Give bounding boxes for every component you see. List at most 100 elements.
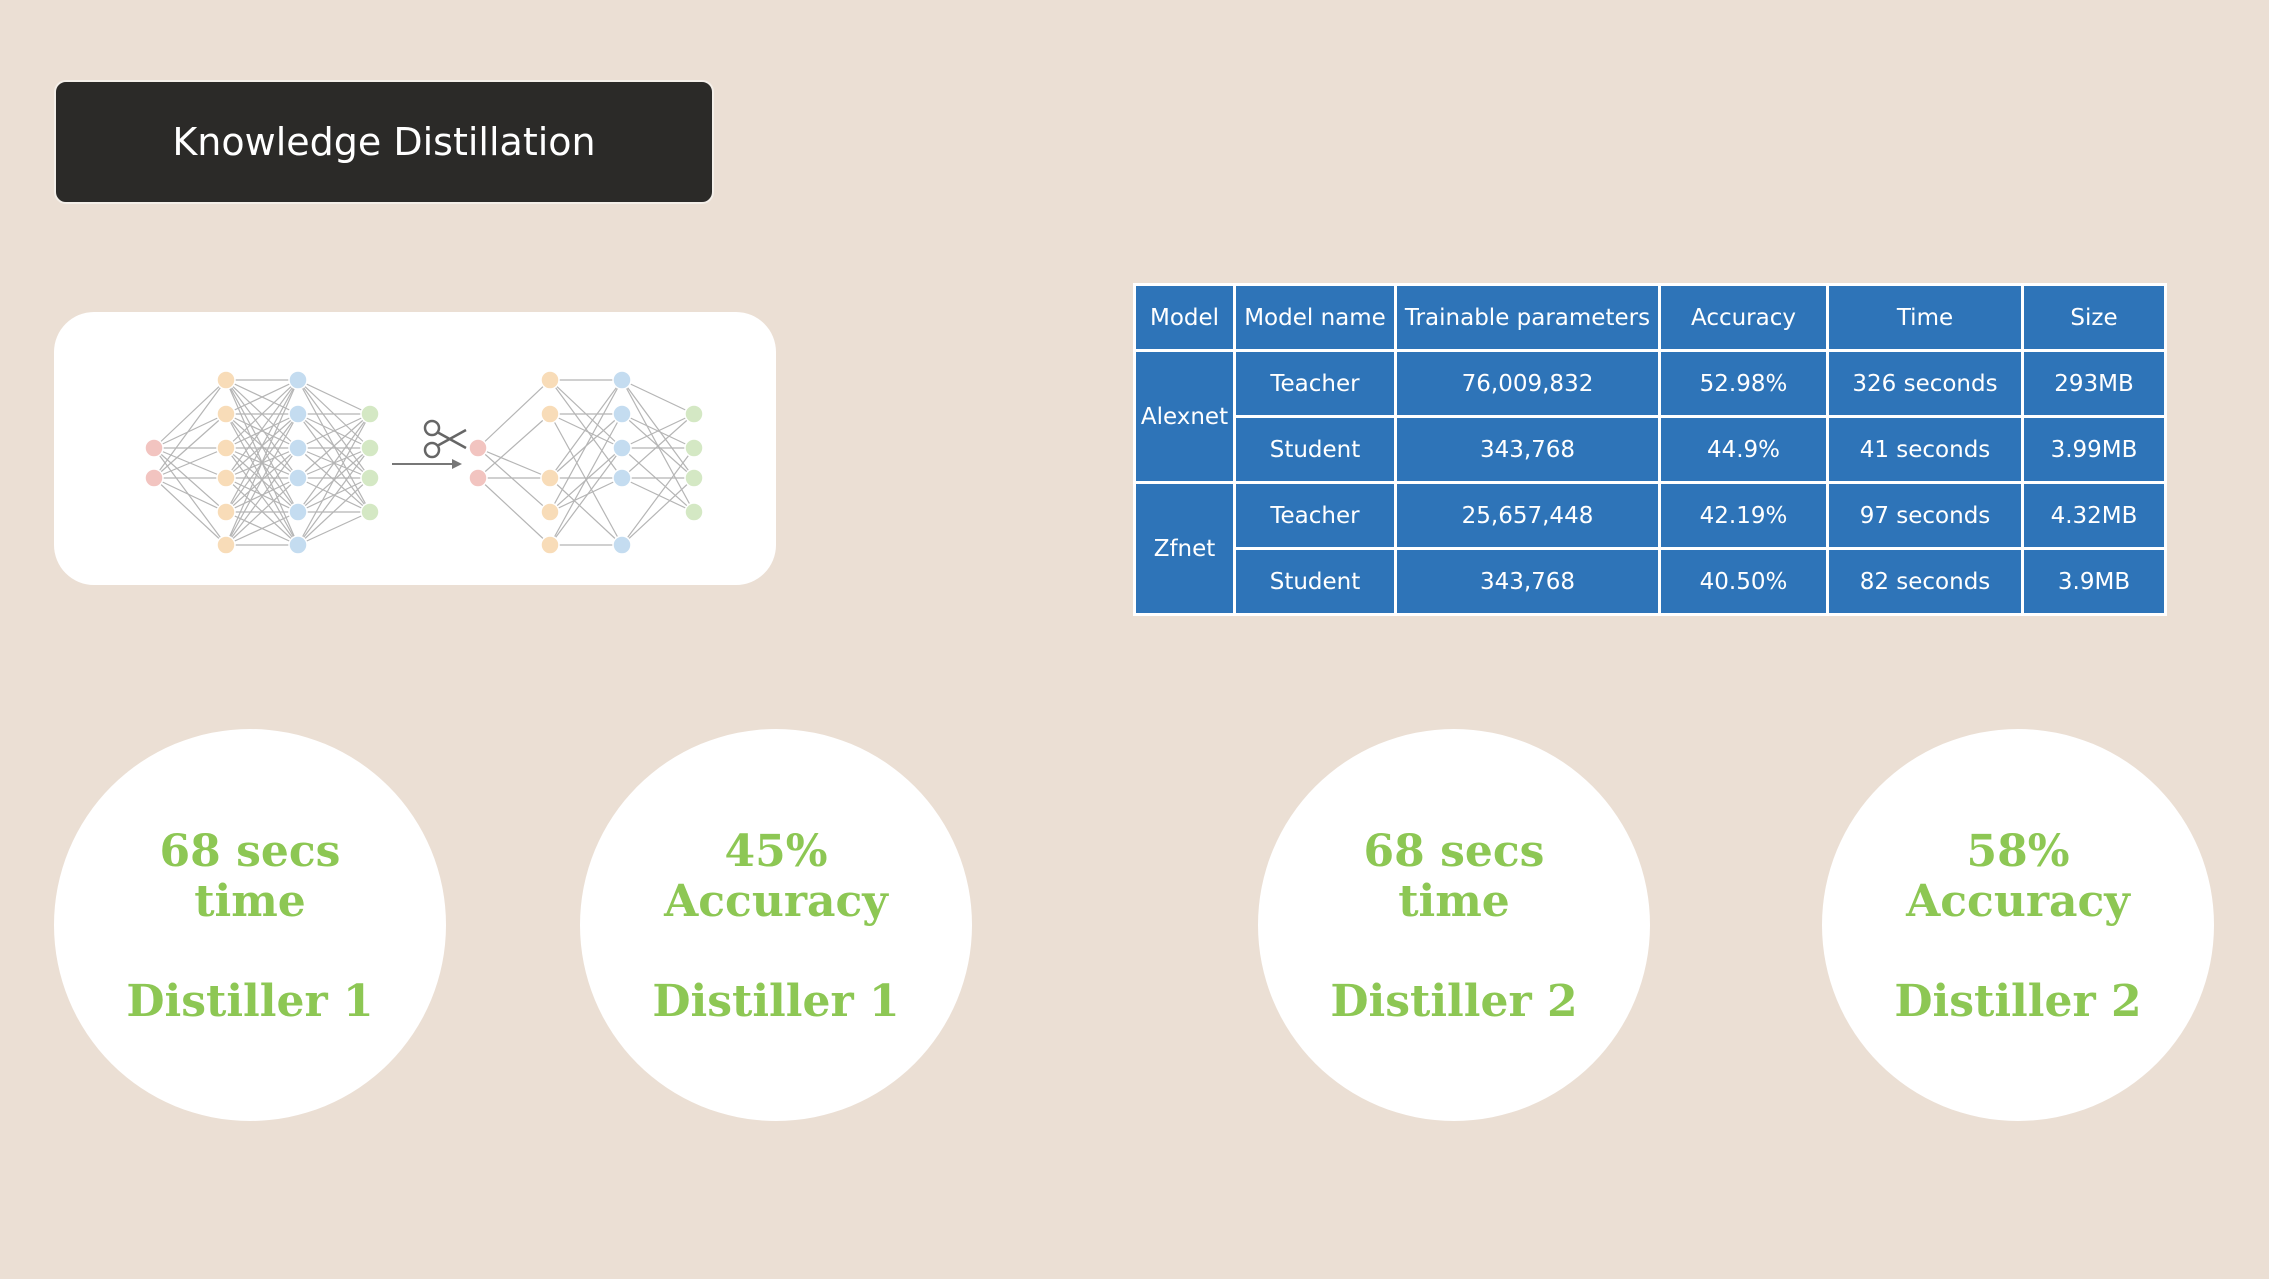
network-node: [612, 468, 632, 488]
network-node: [684, 502, 704, 522]
network-edge: [297, 379, 371, 479]
network-node: [288, 535, 308, 555]
header-model: Model: [1133, 283, 1236, 352]
network-edge: [621, 477, 695, 513]
stat-label: Distiller 1: [126, 976, 374, 1027]
network-node: [360, 468, 380, 488]
network-edge: [153, 413, 227, 479]
arrow-icon: [392, 459, 462, 469]
stat-circle-distiller-1-accuracy: 45% Accuracy Distiller 1: [580, 729, 972, 1121]
network-edge: [549, 477, 623, 513]
network-edge: [225, 413, 299, 449]
network-node: [684, 468, 704, 488]
network-node: [144, 438, 164, 458]
stat-label: Distiller 2: [1894, 976, 2142, 1027]
cell-model-name: Teacher: [1233, 349, 1397, 418]
network-node: [612, 535, 632, 555]
network-edge: [225, 379, 299, 513]
cell-size: 3.9MB: [2021, 547, 2167, 616]
network-edge: [549, 379, 623, 513]
cell-accuracy: 40.50%: [1658, 547, 1829, 616]
network-edge: [549, 413, 623, 546]
network-node: [288, 438, 308, 458]
header-time: Time: [1826, 283, 2024, 352]
network-edge: [621, 447, 695, 513]
network-edges: [153, 379, 695, 546]
network-node: [540, 502, 560, 522]
network-edge: [225, 379, 299, 449]
header-model-name: Model name: [1233, 283, 1397, 352]
network-node: [360, 404, 380, 424]
stat-metric: time: [194, 876, 306, 927]
neural-network-pruning-diagram: [144, 370, 704, 555]
network-edge: [153, 379, 227, 479]
table-row: Student 343,768 40.50% 82 seconds 3.9MB: [1135, 547, 2167, 616]
cell-params: 343,768: [1394, 547, 1661, 616]
network-edge: [153, 413, 227, 449]
network-edge: [297, 413, 371, 479]
stat-circle-distiller-2-time: 68 secs time Distiller 2: [1258, 729, 1650, 1121]
cell-params: 25,657,448: [1394, 481, 1661, 550]
stat-circle-distiller-2-accuracy: 58% Accuracy Distiller 2: [1822, 729, 2214, 1121]
network-nodes: [144, 370, 704, 555]
network-node: [216, 404, 236, 424]
cell-size: 293MB: [2021, 349, 2167, 418]
network-node: [540, 535, 560, 555]
network-edge: [621, 379, 695, 415]
network-edge: [297, 413, 371, 513]
network-edge: [225, 447, 299, 546]
header-accuracy: Accuracy: [1658, 283, 1829, 352]
network-edge: [225, 379, 299, 479]
network-edge: [225, 511, 299, 546]
network-edge: [549, 379, 623, 479]
cell-size: 4.32MB: [2021, 481, 2167, 550]
network-edge: [297, 447, 371, 546]
network-node: [612, 404, 632, 424]
network-edge: [549, 477, 623, 546]
network-node: [216, 535, 236, 555]
cell-time: 97 seconds: [1826, 481, 2024, 550]
model-comparison-table: Model Model name Trainable parameters Ac…: [1133, 283, 2167, 616]
slide-title: Knowledge Distillation: [172, 120, 596, 164]
network-edge: [477, 379, 551, 449]
network-edge: [621, 413, 695, 449]
network-edge: [225, 477, 299, 546]
scissors-icon: [423, 419, 467, 459]
cell-accuracy: 52.98%: [1658, 349, 1829, 418]
model-cell-zfnet: Zfnet: [1133, 481, 1236, 616]
table-row: Zfnet Teacher 25,657,448 42.19% 97 secon…: [1133, 481, 2167, 616]
network-edge: [621, 413, 695, 479]
network-edge: [153, 477, 227, 513]
network-node: [468, 468, 488, 488]
network-edge: [153, 447, 227, 546]
network-node: [288, 370, 308, 390]
cell-size: 3.99MB: [2021, 415, 2167, 484]
network-edge: [153, 447, 227, 513]
network-node: [360, 502, 380, 522]
network-node: [360, 438, 380, 458]
network-edge: [225, 413, 299, 546]
network-edge: [477, 447, 551, 513]
network-node: [144, 468, 164, 488]
cell-model-name: Student: [1233, 547, 1397, 616]
cell-model-name: Teacher: [1233, 481, 1397, 550]
cell-accuracy: 44.9%: [1658, 415, 1829, 484]
network-edge: [297, 477, 371, 546]
cell-params: 343,768: [1394, 415, 1661, 484]
network-edge: [297, 379, 371, 415]
network-node: [612, 370, 632, 390]
stat-metric: Accuracy: [1906, 876, 2130, 927]
network-edge: [153, 379, 227, 449]
stat-circle-distiller-1-time: 68 secs time Distiller 1: [54, 729, 446, 1121]
stat-value: 68 secs: [159, 826, 341, 877]
network-edge: [153, 477, 227, 546]
network-node: [288, 502, 308, 522]
network-node: [216, 370, 236, 390]
table-row: Alexnet Teacher 76,009,832 52.98% 326 se…: [1133, 349, 2167, 484]
table-header-row: Model Model name Trainable parameters Ac…: [1133, 283, 2167, 352]
table-row: Student 343,768 44.9% 41 seconds 3.99MB: [1135, 415, 2167, 484]
model-cell-alexnet: Alexnet: [1133, 349, 1236, 484]
network-edge: [621, 477, 695, 546]
network-edge: [549, 413, 623, 449]
network-edge: [297, 511, 371, 546]
